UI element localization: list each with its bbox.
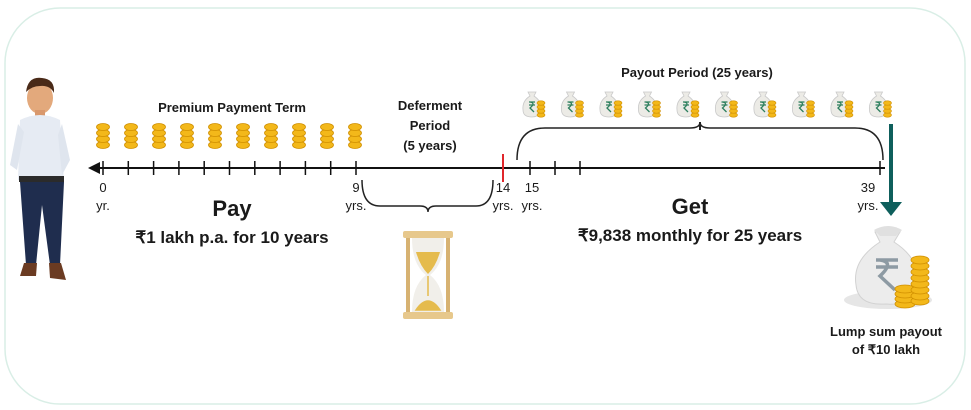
coin bbox=[181, 124, 194, 131]
deferment-label: (5 years) bbox=[403, 138, 456, 153]
timeline-value: 15 bbox=[525, 180, 539, 195]
coin bbox=[265, 124, 278, 131]
lump-sum-label: of ₹10 lakh bbox=[852, 342, 920, 357]
timeline-value: 39 bbox=[861, 180, 875, 195]
timeline-value: 0 bbox=[99, 180, 106, 195]
coin bbox=[293, 124, 306, 131]
coin bbox=[845, 101, 853, 105]
timeline-value: 9 bbox=[352, 180, 359, 195]
coin bbox=[768, 101, 776, 105]
coin bbox=[209, 124, 222, 131]
coin bbox=[653, 101, 661, 105]
premium-term-label: Premium Payment Term bbox=[158, 100, 306, 115]
pay-heading: Pay bbox=[212, 196, 252, 221]
timeline-unit: yr. bbox=[96, 198, 110, 213]
timeline-unit: yrs. bbox=[522, 198, 543, 213]
coin bbox=[153, 124, 166, 131]
timeline-value: 14 bbox=[496, 180, 510, 195]
coin bbox=[125, 124, 138, 131]
lump-sum-label: Lump sum payout bbox=[830, 324, 943, 339]
coin bbox=[321, 124, 334, 131]
coin bbox=[614, 101, 622, 105]
coin bbox=[884, 101, 892, 105]
timeline-unit: yrs. bbox=[493, 198, 514, 213]
coin bbox=[691, 101, 699, 105]
diagram: Premium Payment Term Deferment Period (5… bbox=[0, 0, 971, 410]
coin bbox=[576, 101, 584, 105]
frame bbox=[5, 8, 965, 404]
get-heading: Get bbox=[672, 194, 709, 219]
coin bbox=[237, 124, 250, 131]
coin bbox=[97, 124, 110, 131]
get-detail: ₹9,838 monthly for 25 years bbox=[578, 226, 802, 245]
timeline-unit: yrs. bbox=[858, 198, 879, 213]
coin bbox=[730, 101, 738, 105]
coin bbox=[349, 124, 362, 131]
pay-detail: ₹1 lakh p.a. for 10 years bbox=[135, 228, 328, 247]
coin bbox=[807, 101, 815, 105]
timeline-unit: yrs. bbox=[346, 198, 367, 213]
coin bbox=[537, 101, 545, 105]
payout-label: Payout Period (25 years) bbox=[621, 65, 773, 80]
deferment-label: Period bbox=[410, 118, 451, 133]
deferment-label: Deferment bbox=[398, 98, 463, 113]
